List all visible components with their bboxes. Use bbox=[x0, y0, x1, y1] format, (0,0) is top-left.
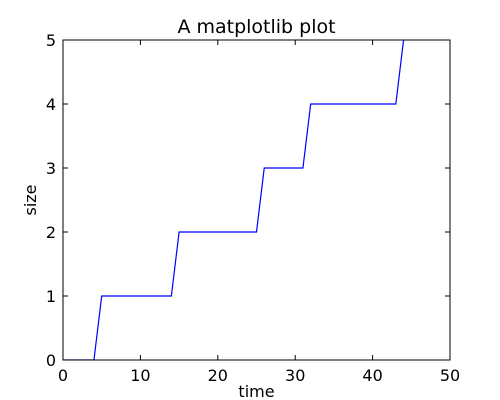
x-tick-label: 30 bbox=[285, 366, 305, 385]
x-tick-label: 0 bbox=[58, 366, 68, 385]
x-tick-label: 40 bbox=[362, 366, 382, 385]
y-tick-label: 2 bbox=[46, 223, 56, 242]
y-tick-label: 3 bbox=[46, 159, 56, 178]
y-axis-label: size bbox=[21, 184, 40, 215]
y-tick-label: 5 bbox=[46, 31, 56, 50]
y-tick-label: 4 bbox=[46, 95, 56, 114]
ticks-layer: 0 10 20 30 40 50 0 1 2 3 4 5 bbox=[46, 31, 460, 385]
x-axis-label: time bbox=[238, 382, 274, 400]
y-tick-label: 0 bbox=[46, 351, 56, 370]
chart-title: A matplotlib plot bbox=[177, 16, 335, 38]
x-tick-label: 50 bbox=[440, 366, 460, 385]
plot-frame bbox=[62, 39, 451, 361]
x-tick-label: 10 bbox=[130, 366, 150, 385]
plot-background bbox=[63, 40, 450, 360]
x-tick-label: 20 bbox=[208, 366, 228, 385]
series-line bbox=[63, 40, 405, 360]
y-tick-label: 1 bbox=[46, 287, 56, 306]
